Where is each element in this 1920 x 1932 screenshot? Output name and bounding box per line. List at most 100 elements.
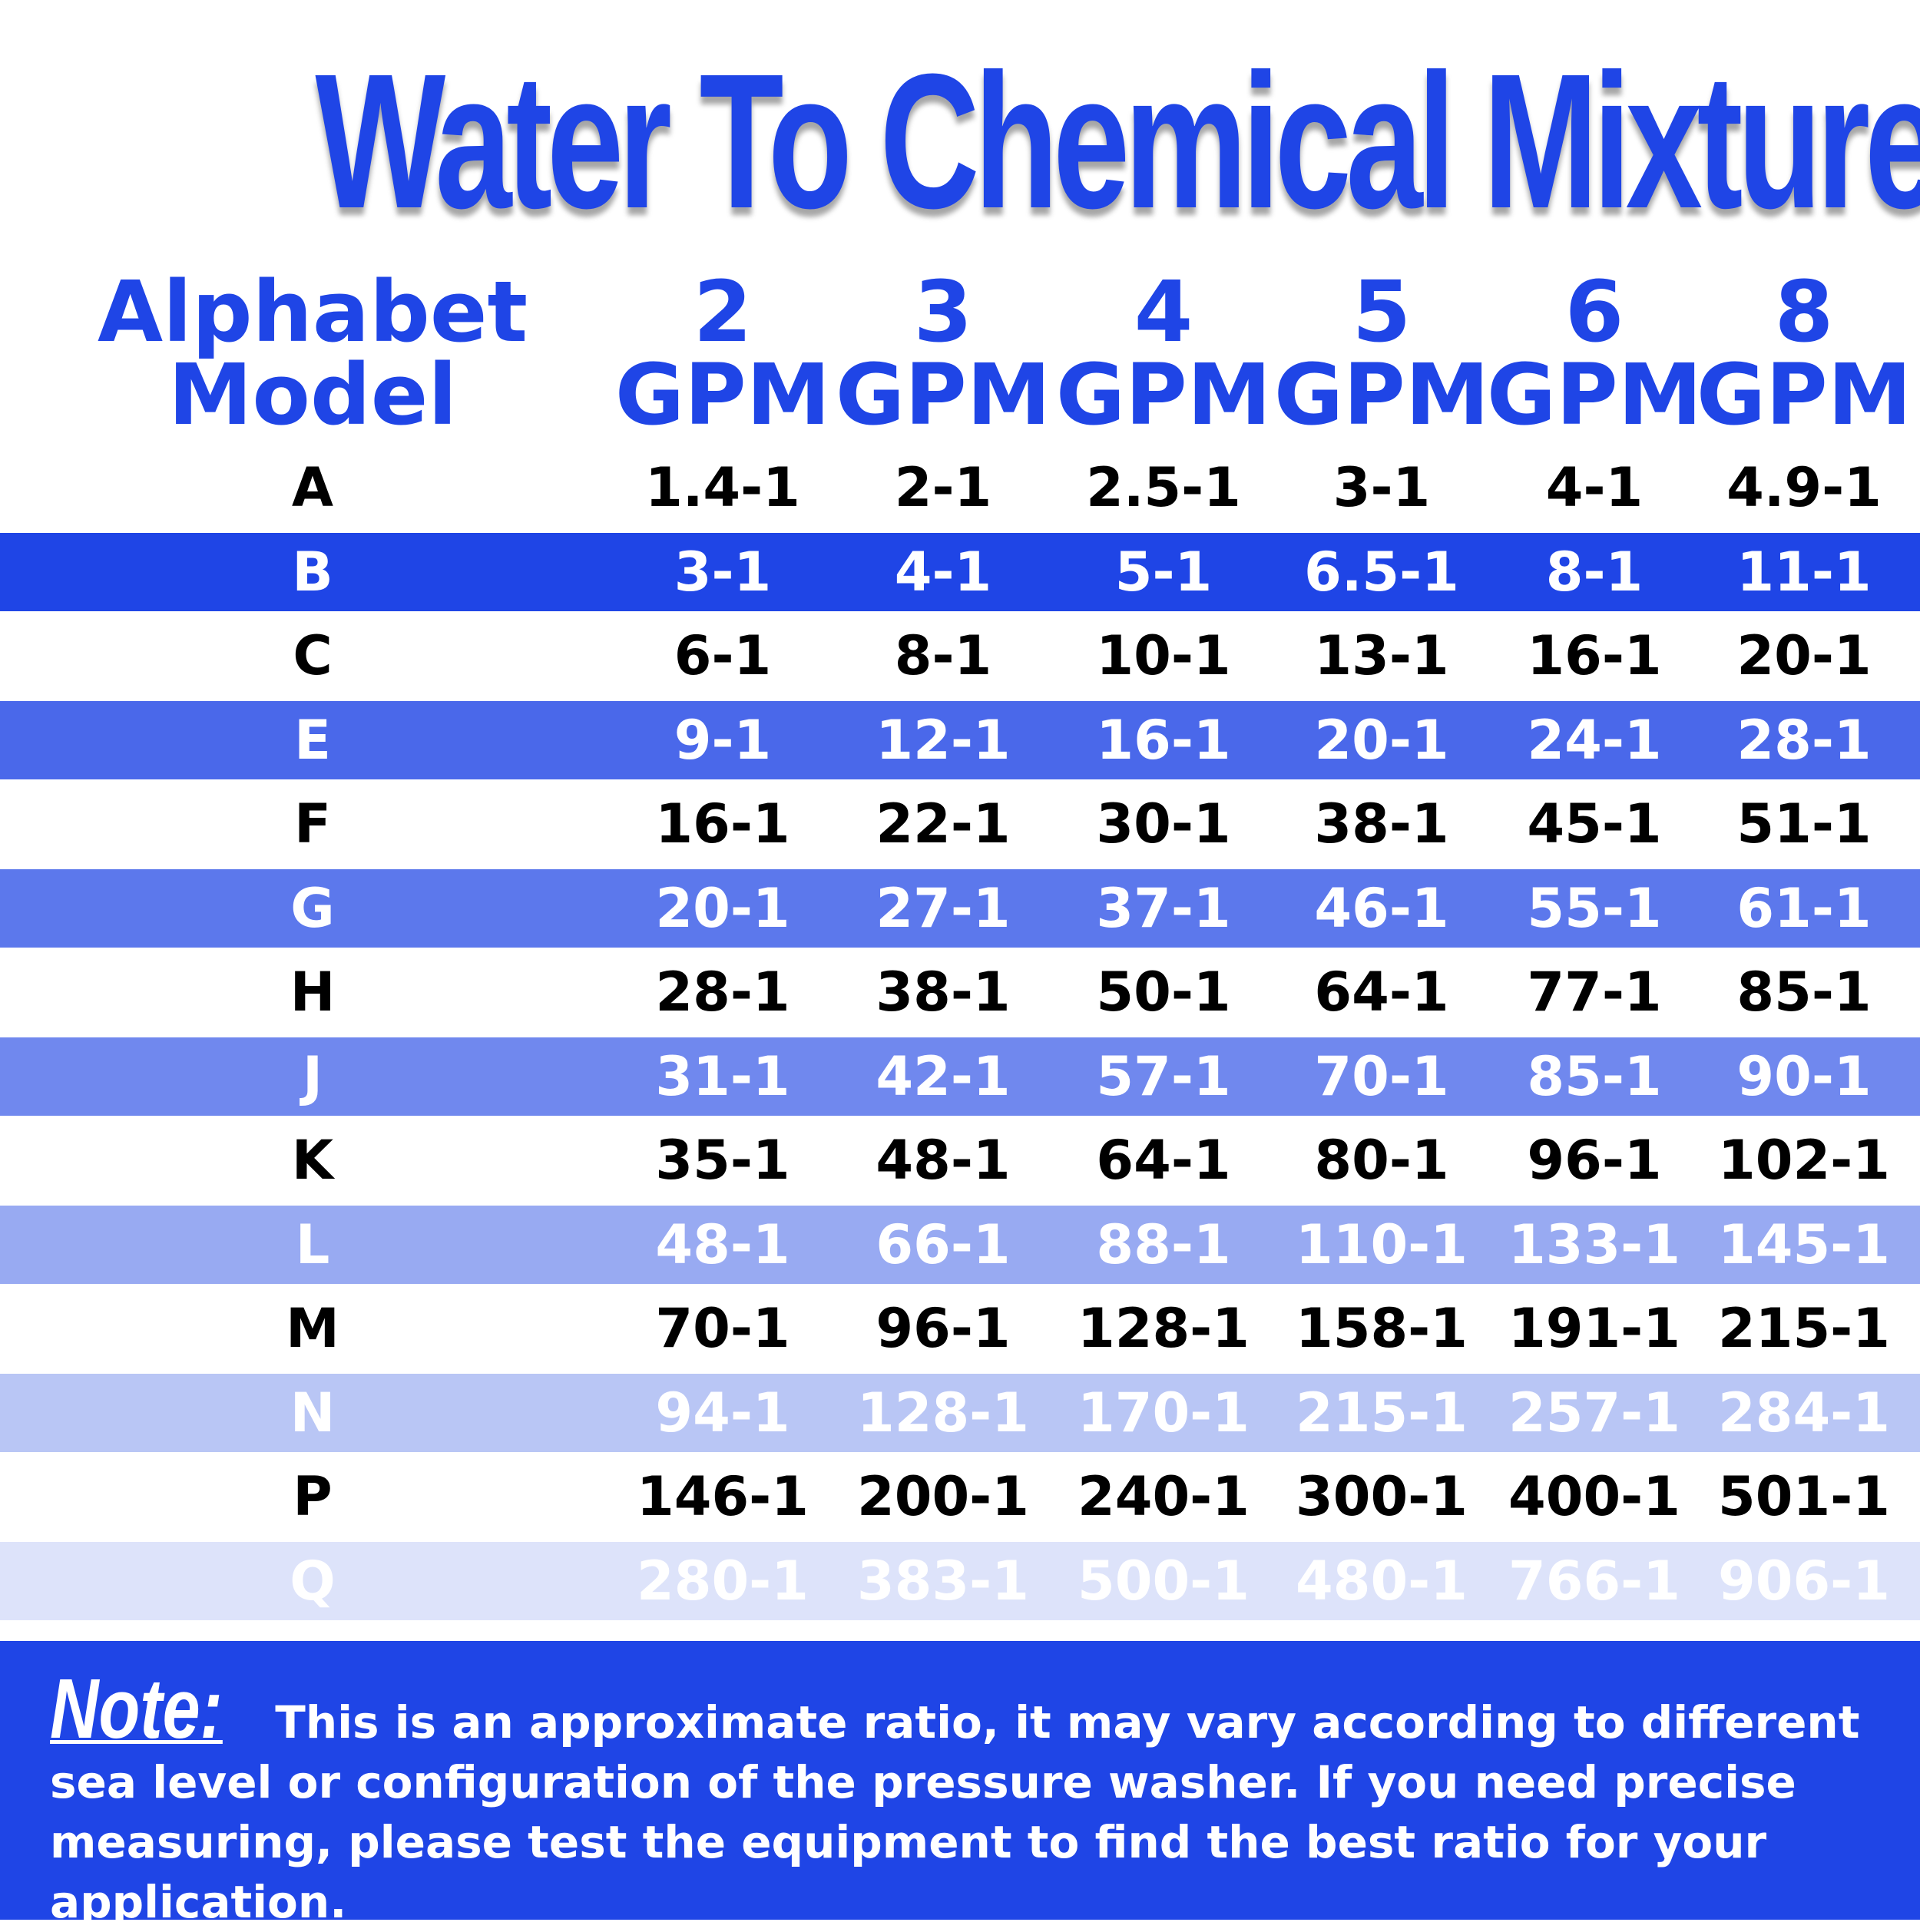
ratio-cell: 906-1: [1718, 1549, 1890, 1613]
ratio-cell: 2-1: [894, 456, 992, 519]
title-wrap: Water To Chemical Mixture: [0, 31, 1920, 251]
row-label: L: [295, 1212, 330, 1276]
ratio-cell: 88-1: [1096, 1212, 1231, 1276]
ratio-cell: 31-1: [655, 1044, 790, 1108]
ratio-cell: 1.4-1: [645, 456, 800, 519]
ratio-cell: 12-1: [876, 708, 1011, 772]
ratio-cell: 27-1: [876, 876, 1011, 940]
row-band: [0, 1205, 1920, 1284]
ratio-cell: 300-1: [1296, 1465, 1468, 1528]
ratio-cell: 4-1: [894, 540, 992, 604]
row-label: E: [294, 708, 331, 772]
ratio-cell: 85-1: [1527, 1044, 1662, 1108]
ratio-cell: 284-1: [1718, 1381, 1890, 1444]
ratio-cell: 128-1: [1078, 1297, 1250, 1360]
ratio-cell: 110-1: [1296, 1212, 1468, 1276]
ratio-cell: 6.5-1: [1304, 540, 1459, 604]
ratio-cell: 10-1: [1096, 624, 1231, 687]
ratio-cell: 3-1: [1332, 456, 1431, 519]
ratio-cell: 64-1: [1314, 961, 1449, 1024]
ratio-cell: 16-1: [655, 792, 790, 855]
ratio-cell: 480-1: [1296, 1549, 1468, 1613]
ratio-cell: 77-1: [1527, 961, 1662, 1024]
ratio-cell: 51-1: [1736, 792, 1872, 855]
ratio-cell: 4-1: [1545, 456, 1644, 519]
ratio-cell: 170-1: [1078, 1381, 1250, 1444]
ratio-cell: 46-1: [1314, 876, 1449, 940]
ratio-cell: 146-1: [637, 1465, 809, 1528]
ratio-cell: 8-1: [1545, 540, 1644, 604]
note: Note: This is an approximate ratio, it m…: [0, 1641, 1920, 1928]
row-label: J: [302, 1044, 323, 1108]
ratio-cell: 133-1: [1508, 1212, 1680, 1276]
column-header: 4 GPM: [1055, 263, 1272, 444]
ratio-cell: 57-1: [1096, 1044, 1231, 1108]
ratio-cell: 766-1: [1508, 1549, 1680, 1613]
ratio-cell: 240-1: [1078, 1465, 1250, 1528]
note-text: This is an approximate ratio, it may var…: [50, 1696, 1860, 1928]
ratio-cell: 16-1: [1527, 624, 1662, 687]
row-band: [0, 1541, 1920, 1620]
ratio-cell: 22-1: [876, 792, 1011, 855]
row-label: Q: [290, 1549, 336, 1613]
ratio-cell: 96-1: [1527, 1129, 1662, 1192]
ratio-cell: 90-1: [1736, 1044, 1872, 1108]
ratio-cell: 42-1: [876, 1044, 1011, 1108]
row-label: C: [293, 624, 333, 687]
ratio-cell: 37-1: [1096, 876, 1231, 940]
ratio-cell: 501-1: [1718, 1465, 1890, 1528]
ratio-cell: 35-1: [655, 1129, 790, 1192]
ratio-cell: 48-1: [876, 1129, 1011, 1192]
ratio-cell: 158-1: [1296, 1297, 1468, 1360]
ratio-cell: 145-1: [1718, 1212, 1890, 1276]
row-label: F: [294, 792, 331, 855]
ratio-cell: 102-1: [1718, 1129, 1890, 1192]
ratio-cell: 30-1: [1096, 792, 1231, 855]
ratio-cell: 64-1: [1096, 1129, 1231, 1192]
ratio-cell: 61-1: [1736, 876, 1872, 940]
ratio-cell: 2.5-1: [1086, 456, 1241, 519]
ratio-cell: 85-1: [1736, 961, 1872, 1024]
ratio-cell: 9-1: [674, 708, 772, 772]
ratio-cell: 50-1: [1096, 961, 1231, 1024]
ratio-cell: 5-1: [1114, 540, 1213, 604]
ratio-cell: 70-1: [655, 1297, 790, 1360]
row-label: N: [290, 1381, 336, 1444]
note-label: Note:: [50, 1662, 223, 1756]
ratio-cell: 3-1: [674, 540, 772, 604]
column-header: 8 GPM: [1696, 263, 1912, 444]
row-band: [0, 1037, 1920, 1116]
ratio-cell: 257-1: [1508, 1381, 1680, 1444]
ratio-cell: 20-1: [1314, 708, 1449, 772]
ratio-cell: 66-1: [876, 1212, 1011, 1276]
row-band: [0, 532, 1920, 611]
ratio-cell: 16-1: [1096, 708, 1231, 772]
ratio-cell: 8-1: [894, 624, 992, 687]
row-label: G: [290, 876, 335, 940]
ratio-cell: 45-1: [1527, 792, 1662, 855]
row-band: [0, 868, 1920, 948]
ratio-cell: 38-1: [1314, 792, 1449, 855]
row-label: M: [286, 1297, 339, 1360]
row-label: K: [291, 1129, 334, 1192]
ratio-cell: 13-1: [1314, 624, 1449, 687]
title: Water To Chemical Mixture: [315, 34, 1920, 248]
ratio-cell: 55-1: [1527, 876, 1662, 940]
row-label: P: [293, 1465, 333, 1528]
ratio-cell: 6-1: [674, 624, 772, 687]
row-label: B: [292, 540, 333, 604]
row-band: [0, 700, 1920, 779]
column-header: 3 GPM: [835, 263, 1051, 444]
ratio-cell: 128-1: [857, 1381, 1029, 1444]
column-header: 6 GPM: [1486, 263, 1703, 444]
ratio-cell: 28-1: [655, 961, 790, 1024]
ratio-cell: 280-1: [637, 1549, 809, 1613]
ratio-cell: 38-1: [876, 961, 1011, 1024]
row-label: A: [291, 456, 334, 519]
ratio-cell: 383-1: [857, 1549, 1029, 1613]
column-header: 5 GPM: [1273, 263, 1490, 444]
ratio-cell: 20-1: [1736, 624, 1872, 687]
ratio-cell: 4.9-1: [1726, 456, 1882, 519]
ratio-cell: 191-1: [1508, 1297, 1680, 1360]
